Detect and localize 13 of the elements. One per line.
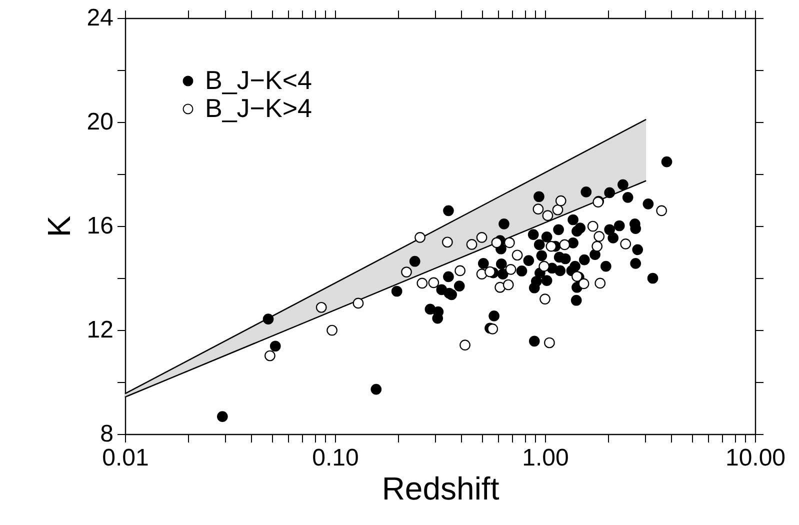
- y-tick-label: 20: [86, 108, 114, 136]
- y-tick-label: 24: [86, 4, 114, 32]
- x-tick-label: 0.10: [312, 444, 359, 472]
- legend-label: B_J−K<4: [205, 65, 312, 95]
- y-tick-label: 8: [100, 420, 114, 448]
- y-tick-label: 16: [86, 212, 114, 240]
- x-tick-label: 0.01: [102, 444, 149, 472]
- legend-label: B_J−K>4: [205, 93, 312, 123]
- x-axis-title: Redshift: [382, 470, 500, 506]
- x-tick-label: 10.00: [725, 444, 786, 472]
- x-tick-label: 1.00: [522, 444, 569, 472]
- y-tick-label: 12: [86, 316, 114, 344]
- y-axis-title: K: [40, 216, 77, 238]
